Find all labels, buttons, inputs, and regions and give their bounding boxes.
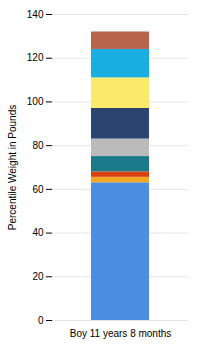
svg-text:140: 140 [27, 9, 44, 20]
svg-text:120: 120 [27, 52, 44, 63]
svg-text:Boy 11 years 8 months: Boy 11 years 8 months [70, 328, 172, 339]
svg-text:20: 20 [32, 271, 44, 282]
svg-text:60: 60 [32, 184, 44, 195]
svg-text:80: 80 [32, 140, 44, 151]
svg-text:0: 0 [38, 315, 44, 326]
svg-text:Percentile Weight in Pounds: Percentile Weight in Pounds [7, 105, 18, 230]
svg-text:100: 100 [27, 96, 44, 107]
svg-text:40: 40 [32, 227, 44, 238]
